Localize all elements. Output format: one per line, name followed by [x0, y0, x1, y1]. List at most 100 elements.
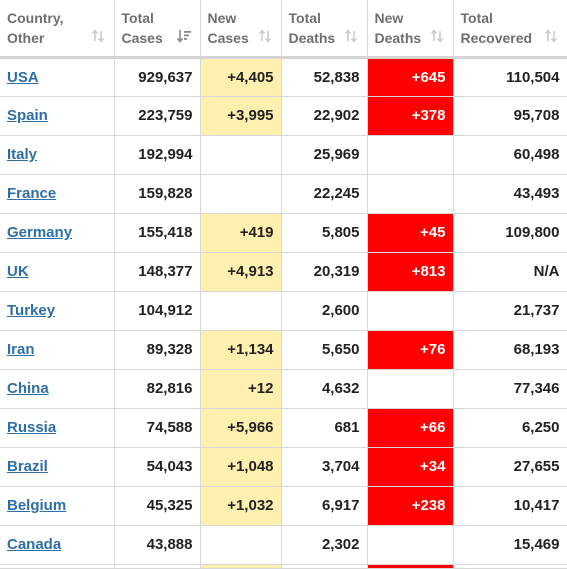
- table-row: China 82,816 +12 4,632 77,346: [0, 369, 567, 409]
- new-cases-cell: +1,048: [200, 447, 282, 487]
- new-cases-cell: +4,405: [200, 57, 282, 97]
- new-cases-cell: [200, 525, 282, 565]
- total-recovered-cell: 43,493: [453, 174, 567, 214]
- total-cases-cell: 155,418: [114, 213, 201, 253]
- new-cases-cell: +1,134: [200, 330, 282, 370]
- new-cases-cell: [200, 135, 282, 175]
- total-cases-cell: 43,888: [114, 525, 201, 565]
- table-row: Canada 43,888 2,302 15,469: [0, 525, 567, 565]
- country-link[interactable]: Germany: [7, 224, 73, 241]
- country-cell: Turkey: [0, 291, 115, 331]
- new-deaths-cell: +45: [367, 213, 454, 253]
- country-link[interactable]: UK: [7, 263, 29, 280]
- header-total-recovered[interactable]: Total Recovered: [453, 0, 567, 59]
- header-label-line2: Other: [7, 29, 45, 46]
- country-cell: Canada: [0, 525, 115, 565]
- new-deaths-cell: +378: [367, 96, 454, 136]
- total-deaths-cell: 3,704: [281, 447, 368, 487]
- total-deaths-cell: 52,838: [281, 57, 368, 97]
- country-link[interactable]: USA: [7, 68, 39, 86]
- total-deaths-cell: 25,969: [281, 135, 368, 175]
- new-deaths-cell: +34: [367, 447, 454, 487]
- header-label-line1: Total: [460, 9, 493, 26]
- total-cases-cell: 192,994: [114, 135, 201, 175]
- total-deaths-cell: 22,245: [281, 174, 368, 214]
- header-label-line2: Cases: [121, 29, 163, 46]
- total-cases-cell: 89,328: [114, 330, 201, 370]
- total-deaths-cell: 20,319: [281, 252, 368, 292]
- country-link[interactable]: Spain: [7, 107, 48, 124]
- country-link[interactable]: Turkey: [7, 302, 56, 319]
- total-recovered-cell: 10,417: [453, 486, 567, 526]
- header-label-line1: New: [207, 9, 237, 26]
- total-recovered-cell: 110,504: [453, 57, 567, 97]
- header-country[interactable]: Country, Other: [0, 0, 115, 59]
- country-link[interactable]: Iran: [7, 341, 35, 358]
- sort-arrows-icon[interactable]: [430, 29, 444, 43]
- header-label-line1: Total: [121, 9, 154, 26]
- total-deaths-cell: 5,805: [281, 213, 368, 253]
- table-row: USA 929,637 +4,405 52,838 +645 110,504: [0, 57, 567, 97]
- country-link[interactable]: Belgium: [7, 497, 67, 514]
- sort-arrows-icon[interactable]: [176, 29, 191, 43]
- new-deaths-cell: +813: [367, 252, 454, 292]
- total-deaths-cell: 2,302: [281, 525, 368, 565]
- country-cell: France: [0, 174, 115, 214]
- sort-arrows-icon[interactable]: [258, 29, 272, 43]
- header-label-line2: Deaths: [288, 29, 336, 46]
- country-link[interactable]: France: [7, 185, 57, 202]
- table-row: Turkey 104,912 2,600 21,737: [0, 291, 567, 331]
- header-label-line2: Recovered: [460, 29, 533, 46]
- country-cell: Germany: [0, 213, 115, 253]
- new-cases-cell: +1,032: [200, 486, 282, 526]
- table-row: Germany 155,418 +419 5,805 +45 109,800: [0, 213, 567, 253]
- country-link[interactable]: China: [7, 380, 49, 397]
- total-cases-cell: 223,759: [114, 96, 201, 136]
- table-row: Belgium 45,325 +1,032 6,917 +238 10,417: [0, 486, 567, 526]
- country-cell: Russia: [0, 408, 115, 448]
- new-cases-cell: [200, 174, 282, 214]
- new-deaths-cell: [367, 291, 454, 331]
- country-cell: Spain: [0, 96, 115, 136]
- country-cell: UK: [0, 252, 115, 292]
- country-cell: Iran: [0, 330, 115, 370]
- total-recovered-cell: 21,737: [453, 291, 567, 331]
- new-deaths-cell: [367, 525, 454, 565]
- country-cell: Italy: [0, 135, 115, 175]
- country-link[interactable]: Russia: [7, 419, 57, 436]
- header-total-cases[interactable]: Total Cases: [114, 0, 201, 59]
- new-deaths-cell: +66: [367, 408, 454, 448]
- table-row: Spain 223,759 +3,995 22,902 +378 95,708: [0, 96, 567, 136]
- country-link[interactable]: Canada: [7, 536, 62, 553]
- total-recovered-cell: 109,800: [453, 213, 567, 253]
- new-cases-cell: +3,995: [200, 96, 282, 136]
- total-cases-cell: 54,043: [114, 447, 201, 487]
- sort-arrows-icon[interactable]: [91, 29, 105, 43]
- total-recovered-cell: 95,708: [453, 96, 567, 136]
- total-deaths-cell: 2,600: [281, 291, 368, 331]
- new-deaths-cell: [367, 174, 454, 214]
- country-link[interactable]: Brazil: [7, 458, 48, 475]
- country-link[interactable]: Italy: [7, 146, 38, 163]
- total-recovered-cell: 77,346: [453, 369, 567, 409]
- new-deaths-cell: +76: [367, 330, 454, 370]
- total-recovered-cell: 15,469: [453, 525, 567, 565]
- header-new-deaths[interactable]: New Deaths: [367, 0, 454, 59]
- country-cell: Brazil: [0, 447, 115, 487]
- header-new-cases[interactable]: New Cases: [200, 0, 282, 59]
- sort-arrows-icon[interactable]: [544, 29, 558, 43]
- sort-arrows-icon[interactable]: [344, 29, 358, 43]
- table-body: USA 929,637 +4,405 52,838 +645 110,504 Spain 22…: [0, 57, 567, 569]
- header-total-deaths[interactable]: Total Deaths: [281, 0, 368, 59]
- total-deaths-cell: 5,650: [281, 330, 368, 370]
- table-row: Brazil 54,043 +1,048 3,704 +34 27,655: [0, 447, 567, 487]
- table-row: Italy 192,994 25,969 60,498: [0, 135, 567, 175]
- table-row: UK 148,377 +4,913 20,319 +813 N/A: [0, 252, 567, 292]
- new-deaths-cell: [367, 369, 454, 409]
- new-cases-cell: +419: [200, 213, 282, 253]
- new-deaths-cell: +238: [367, 486, 454, 526]
- total-cases-cell: 45,325: [114, 486, 201, 526]
- new-cases-cell: +5,966: [200, 408, 282, 448]
- table-row: France 159,828 22,245 43,493: [0, 174, 567, 214]
